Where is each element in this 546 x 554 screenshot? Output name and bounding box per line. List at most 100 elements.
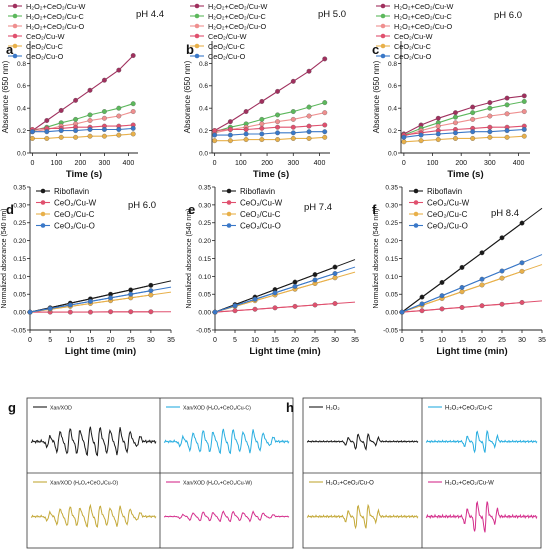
y-tick-label: 0.0 <box>17 150 26 157</box>
legend-label: CeO₂/Cu-O <box>427 221 468 230</box>
legend-label: CeO₂/Cu-C <box>54 210 95 219</box>
fit-line <box>401 207 543 313</box>
data-point <box>27 309 33 315</box>
y-tick-label: -0.05 <box>11 327 26 334</box>
x-tick-label: 0 <box>402 160 406 167</box>
panel-label: e <box>188 202 195 217</box>
data-point <box>322 100 328 106</box>
y-tick-label: 0.10 <box>198 274 211 281</box>
data-point <box>439 280 445 285</box>
data-point <box>290 78 296 84</box>
data-point <box>272 305 278 311</box>
panel-h: h H₂O₂ H₂O₂+CeO₂/Cu-C H₂O₂+CeO₂/Cu-O H₂O₂+Ce… <box>286 397 542 549</box>
legend-label: CeO₂/Cu-C <box>208 42 245 51</box>
y-axis-label: Normalized absorance (540 nm) <box>186 209 193 309</box>
legend-marker <box>40 223 46 228</box>
data-point <box>519 300 525 305</box>
legend-label: H₂O₂+CeO₂/Cu-W <box>26 2 85 11</box>
spectrum-trace <box>306 503 419 530</box>
data-point <box>479 250 485 256</box>
legend-marker <box>12 13 18 19</box>
data-point <box>290 109 296 115</box>
data-point <box>275 119 281 125</box>
data-point <box>212 138 218 144</box>
data-point <box>479 276 485 282</box>
fit-line <box>214 271 356 313</box>
x-axis-label: Time (s) <box>447 169 483 180</box>
panel-c: c pH 6.0 0 100 200 300 400 0.0 0.2 0.4 0.6 0.8 Time … <box>372 2 530 180</box>
x-tick-label: 200 <box>455 160 467 167</box>
y-tick-label: 0.2 <box>17 128 26 135</box>
data-point <box>399 309 405 315</box>
data-point <box>58 128 64 134</box>
x-tick-label: 200 <box>75 160 87 167</box>
data-point <box>130 101 136 107</box>
data-point <box>479 303 485 309</box>
x-tick-label: 0 <box>28 337 32 344</box>
y-tick-label: 0.15 <box>13 256 26 263</box>
spectrum-label: H₂O₂+CeO₂/Cu-O <box>326 481 374 487</box>
data-point <box>470 135 476 141</box>
data-point <box>401 139 407 145</box>
legend-label: CeO₂/Cu-C <box>394 42 431 51</box>
spectrum-label: Xan/XOD (H₂O₂+CeO₂/Cu-W) <box>183 481 252 487</box>
y-tick-label: 0.0 <box>388 150 397 157</box>
data-point <box>275 88 281 94</box>
data-point <box>322 134 328 140</box>
data-point <box>521 127 527 132</box>
x-tick-label: 0 <box>30 160 34 167</box>
legend-marker <box>380 23 386 29</box>
data-point <box>504 102 510 108</box>
y-tick-label: 0.6 <box>199 83 208 90</box>
y-tick-label: 0.05 <box>385 292 398 299</box>
data-point <box>504 111 510 117</box>
data-point <box>519 268 525 274</box>
series-line <box>403 135 525 143</box>
data-point <box>259 99 265 104</box>
legend-marker <box>226 188 232 194</box>
series-line <box>403 125 525 136</box>
data-point <box>232 303 238 309</box>
legend-marker <box>40 200 46 205</box>
fit-line <box>214 259 356 313</box>
legend-marker <box>194 53 200 59</box>
legend-marker <box>40 211 46 217</box>
data-point <box>290 130 296 136</box>
data-point <box>73 134 79 140</box>
legend-label: H₂O₂+CeO₂/Cu-W <box>208 2 267 11</box>
data-point <box>499 301 505 307</box>
x-tick-label: 35 <box>538 337 546 344</box>
x-tick-label: 20 <box>478 337 486 344</box>
y-tick-label: 0.2 <box>199 128 208 135</box>
data-point <box>290 135 296 141</box>
legend-marker <box>226 211 232 217</box>
x-tick-label: 0 <box>213 160 217 167</box>
data-point <box>130 131 136 137</box>
data-point <box>148 292 154 298</box>
data-point <box>227 138 233 144</box>
data-point <box>504 128 510 134</box>
x-tick-label: 0 <box>400 337 404 344</box>
data-point <box>259 125 265 131</box>
legend-label: CeO₂/Cu-C <box>26 42 63 51</box>
panel-f: f pH 8.4 0 5 10 15 20 25 30 35 -0.05 0.00 0.05 0.10 0.… <box>372 184 546 357</box>
legend-label: H₂O₂+CeO₂/Cu-O <box>394 22 452 31</box>
data-point <box>306 123 312 129</box>
x-tick-label: 5 <box>48 337 52 344</box>
x-tick-label: 35 <box>351 337 359 344</box>
data-point <box>459 289 465 295</box>
data-point <box>435 137 441 143</box>
legend-label: H₂O₂+CeO₂/Cu-O <box>26 22 84 31</box>
x-tick-label: 30 <box>518 337 526 344</box>
y-tick-label: 0.0 <box>199 150 208 157</box>
legend-marker <box>226 200 232 205</box>
data-point <box>306 135 312 141</box>
data-point <box>292 283 298 289</box>
legend-label: CeO₂/Cu-W <box>240 198 283 207</box>
data-point <box>272 290 278 296</box>
legend-label: H₂O₂+CeO₂/Cu-C <box>26 12 84 21</box>
data-point <box>116 127 122 132</box>
data-point <box>58 134 64 140</box>
spectrum-trace <box>30 426 157 457</box>
panel-label: a <box>6 42 14 57</box>
